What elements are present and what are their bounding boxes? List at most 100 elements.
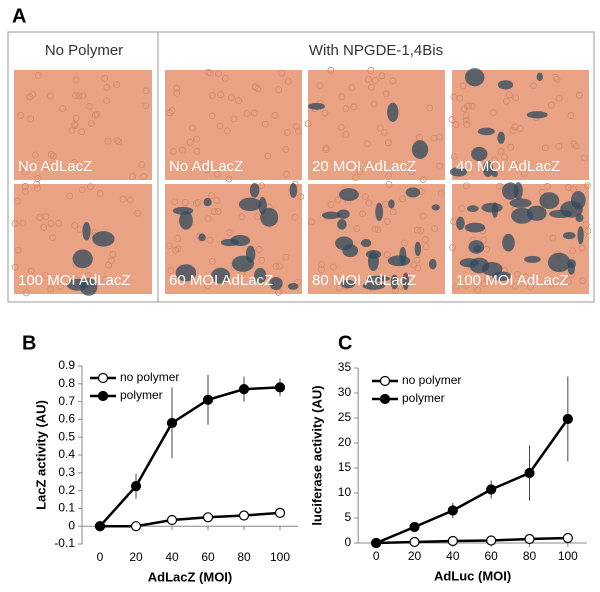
cell bbox=[352, 174, 359, 181]
image-label: 80 MOI AdLacZ bbox=[312, 272, 416, 289]
cell bbox=[215, 70, 222, 77]
marker bbox=[562, 413, 573, 425]
cell bbox=[342, 130, 350, 138]
cell bbox=[376, 124, 384, 132]
cell bbox=[204, 282, 212, 289]
stain bbox=[471, 146, 488, 162]
y-tick-label: 0.2 bbox=[58, 483, 75, 497]
cell bbox=[33, 184, 41, 192]
cell bbox=[367, 83, 375, 91]
cell bbox=[329, 263, 337, 271]
stain bbox=[238, 197, 262, 212]
cell bbox=[228, 94, 235, 101]
stain bbox=[405, 187, 421, 198]
cell bbox=[335, 284, 343, 292]
stain bbox=[402, 272, 410, 291]
stain bbox=[459, 258, 480, 268]
cell bbox=[71, 158, 78, 166]
cell bbox=[14, 246, 22, 254]
image-label: 60 MOI AdLacZ bbox=[169, 272, 273, 289]
micrograph bbox=[452, 70, 589, 180]
cell bbox=[459, 82, 467, 90]
cell bbox=[353, 225, 361, 232]
image-label: 100 MOI AdLacZ bbox=[456, 272, 569, 289]
cell bbox=[11, 263, 19, 271]
cell bbox=[192, 199, 200, 207]
cell bbox=[541, 144, 549, 152]
x-tick-label: 80 bbox=[237, 550, 251, 564]
cell bbox=[19, 219, 27, 227]
cell bbox=[271, 111, 279, 119]
cell bbox=[49, 152, 57, 160]
cell bbox=[142, 87, 150, 95]
cell bbox=[579, 244, 586, 252]
cell bbox=[72, 92, 79, 99]
stain bbox=[526, 111, 548, 119]
cell bbox=[283, 170, 290, 178]
stain bbox=[362, 282, 385, 290]
stain bbox=[431, 204, 440, 211]
cell bbox=[21, 168, 29, 176]
cell bbox=[208, 112, 216, 120]
cell bbox=[512, 94, 520, 102]
cell bbox=[168, 107, 176, 114]
cell bbox=[507, 143, 515, 151]
panel-header: With NPGDE-1,4Bis bbox=[309, 42, 443, 59]
stain bbox=[334, 236, 354, 251]
cell bbox=[55, 219, 63, 227]
cell bbox=[413, 226, 421, 234]
cell bbox=[272, 263, 280, 270]
cell bbox=[206, 69, 214, 77]
y-tick-label: 0.6 bbox=[58, 412, 75, 426]
cell bbox=[142, 102, 150, 110]
series-line bbox=[376, 536, 568, 545]
series-line bbox=[99, 386, 281, 528]
stain bbox=[179, 211, 193, 230]
cell bbox=[261, 120, 269, 128]
cell bbox=[530, 82, 538, 90]
cell bbox=[334, 196, 342, 204]
cell bbox=[378, 72, 386, 80]
series-line bbox=[100, 511, 281, 528]
cell bbox=[193, 147, 201, 155]
cell bbox=[318, 261, 325, 268]
cell bbox=[365, 199, 373, 207]
cell bbox=[87, 120, 95, 127]
legend-label: no polymer bbox=[402, 373, 461, 387]
cell bbox=[511, 161, 519, 169]
cell bbox=[419, 176, 427, 183]
cell bbox=[514, 270, 521, 278]
cell bbox=[214, 208, 222, 215]
y-tick-label: 25 bbox=[338, 410, 352, 424]
stain bbox=[289, 183, 298, 198]
cell bbox=[29, 91, 37, 99]
panel-label: A bbox=[12, 5, 26, 27]
cell bbox=[78, 186, 86, 194]
cell bbox=[173, 89, 181, 97]
stain bbox=[464, 68, 485, 87]
cell bbox=[140, 173, 147, 181]
cell bbox=[47, 285, 55, 293]
cell bbox=[297, 193, 305, 201]
marker bbox=[447, 535, 458, 547]
cell bbox=[204, 215, 212, 223]
cell bbox=[258, 256, 266, 264]
cell bbox=[384, 139, 392, 147]
panel-label: C bbox=[338, 332, 352, 354]
cell bbox=[250, 109, 258, 117]
cell bbox=[21, 163, 29, 171]
cell bbox=[426, 104, 434, 112]
cell bbox=[71, 222, 79, 229]
cell bbox=[47, 150, 55, 158]
cell bbox=[318, 266, 325, 274]
cell bbox=[452, 121, 460, 129]
y-tick-label: 30 bbox=[338, 385, 352, 399]
stain bbox=[337, 218, 347, 230]
stain bbox=[513, 182, 523, 200]
stain bbox=[341, 279, 355, 289]
marker bbox=[524, 467, 535, 479]
cell bbox=[417, 227, 425, 234]
cell bbox=[47, 92, 54, 100]
marker bbox=[409, 536, 420, 548]
